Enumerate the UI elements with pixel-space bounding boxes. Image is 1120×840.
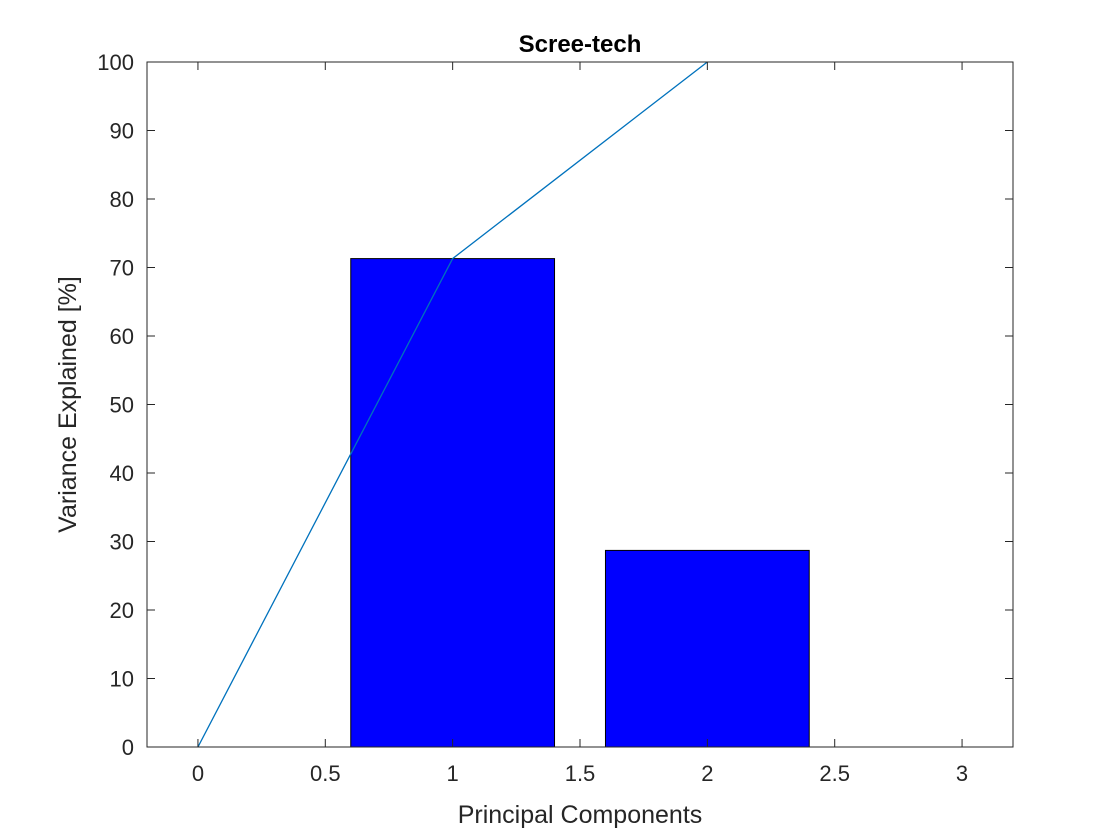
y-axis-label: Variance Explained [%] [54,276,82,533]
chart-title: Scree-tech [519,31,642,58]
x-tick-label: 0.5 [310,761,341,786]
bars-layer [350,258,810,748]
x-tick-label: 1.5 [565,761,596,786]
x-tick-label: 1 [447,761,459,786]
y-tick-label: 70 [110,256,134,281]
y-tick-label: 80 [110,187,134,212]
y-tick-label: 10 [110,667,134,692]
y-tick-label: 50 [110,393,134,418]
y-tick-label: 100 [97,50,134,75]
bar-pc-2 [604,549,810,748]
y-tick-label: 30 [110,530,134,555]
y-tick-label: 0 [122,735,134,760]
y-tick-label: 60 [110,324,134,349]
y-tick-label: 20 [110,598,134,623]
plot-area [147,62,1013,747]
x-tick-label: 2 [701,761,713,786]
line-layer [197,62,708,747]
x-axis-label: Principal Components [458,801,703,829]
y-tick-label: 90 [110,119,134,144]
x-tick-label: 0 [192,761,204,786]
bar-pc-1 [350,258,556,748]
x-tick-label: 2.5 [819,761,850,786]
cumulative-variance-line [197,62,708,747]
y-tick-label: 40 [110,461,134,486]
x-tick-label: 3 [956,761,968,786]
